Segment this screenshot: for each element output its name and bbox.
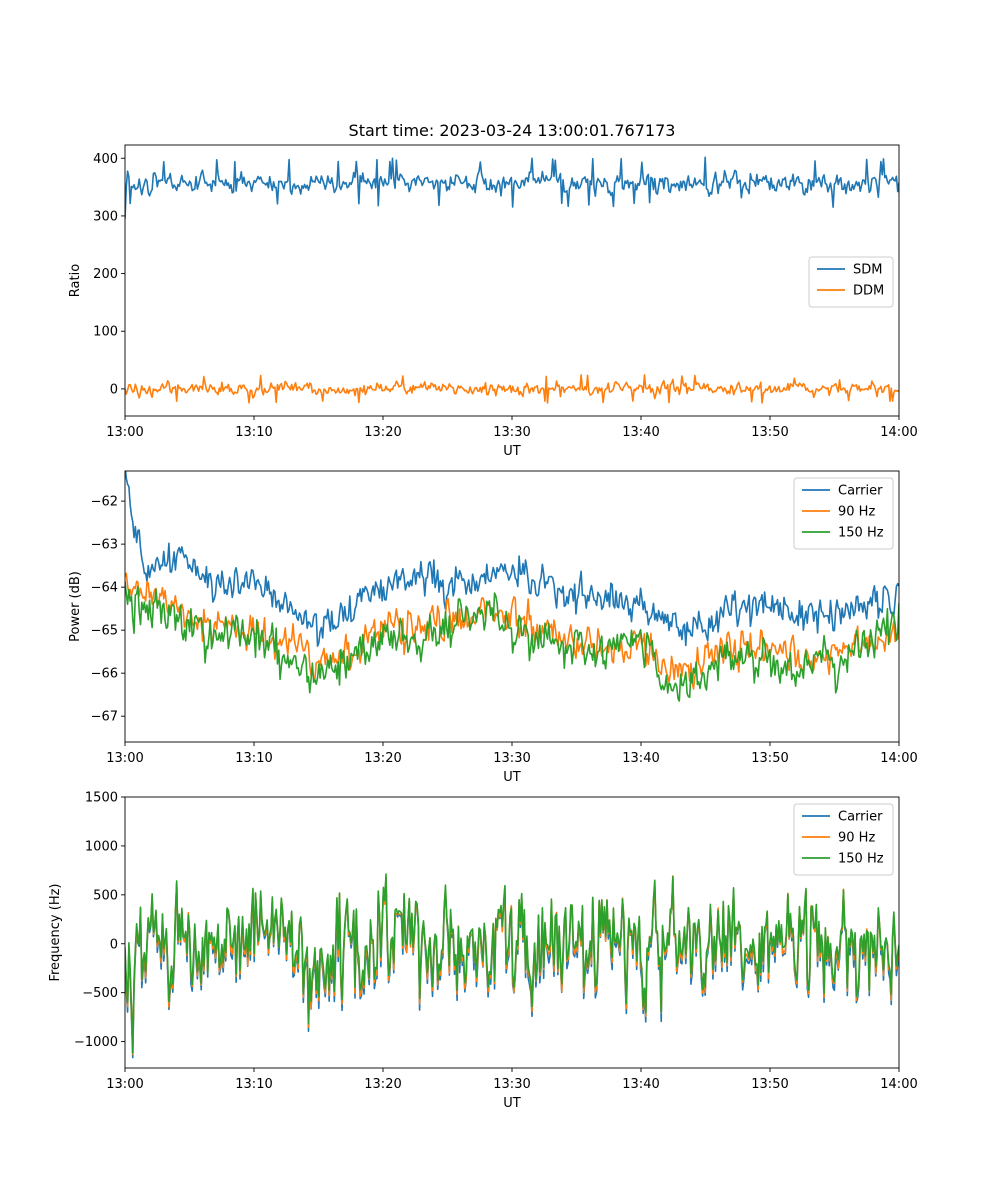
x-axis-label: UT	[503, 1096, 521, 1111]
series-line-ddm	[125, 374, 899, 404]
y-tick-label: −65	[91, 624, 118, 639]
y-tick-label: 1500	[85, 791, 118, 806]
legend-label: 90 Hz	[838, 831, 875, 846]
series-lines	[125, 471, 899, 702]
y-tick-label: −66	[91, 667, 118, 682]
legend-label: 150 Hz	[838, 852, 884, 867]
x-tick-label: 13:30	[493, 1077, 530, 1092]
legend-label: 90 Hz	[838, 505, 875, 520]
x-tick-label: 13:00	[106, 1077, 143, 1092]
y-tick-label: −62	[91, 495, 118, 510]
x-tick-label: 13:30	[493, 425, 530, 440]
y-tick-label: 0	[110, 382, 118, 397]
x-tick-label: 13:20	[364, 751, 401, 766]
x-tick-label: 13:40	[622, 1077, 659, 1092]
legend: SDM DDM	[808, 256, 894, 308]
y-tick-label: −67	[91, 710, 118, 725]
y-tick-label: 0	[110, 937, 118, 952]
x-tick-label: 13:20	[364, 1077, 401, 1092]
ratio-panel: 13:00 13:10 13:20 13:30 13:40 13:50 14:00 UT 0 10…	[68, 144, 918, 459]
y-tick-label: −64	[91, 581, 118, 596]
x-tick-label: 13:00	[106, 751, 143, 766]
series-line-carrier	[125, 471, 899, 647]
y-axis-label: Power (dB)	[68, 571, 83, 642]
frequency-panel: 13:00 13:10 13:20 13:30 13:40 13:50 14:00 UT −10…	[48, 791, 918, 1112]
x-tick-label: 13:10	[235, 425, 272, 440]
series-line-sdm	[125, 156, 899, 219]
x-axis-label: UT	[503, 770, 521, 785]
legend-label: Carrier	[838, 484, 883, 499]
series-line-150-hz	[125, 581, 899, 702]
power-panel: 13:00 13:10 13:20 13:30 13:40 13:50 14:00 UT −67…	[68, 470, 918, 785]
series-lines	[125, 156, 899, 404]
y-tick-label: −63	[91, 538, 118, 553]
x-tick-label: 13:20	[364, 425, 401, 440]
x-tick-label: 13:50	[751, 425, 788, 440]
x-tick-label: 13:40	[622, 751, 659, 766]
y-tick-label: 1000	[85, 839, 118, 854]
y-axis-label: Ratio	[68, 264, 83, 297]
y-axis-label: Frequency (Hz)	[48, 883, 63, 981]
y-tick-label: 300	[93, 209, 118, 224]
x-tick-label: 14:00	[880, 1077, 917, 1092]
y-tick-label: −1000	[74, 1035, 118, 1050]
x-tick-label: 13:10	[235, 751, 272, 766]
legend-label: Carrier	[838, 810, 883, 825]
legend-label: DDM	[853, 284, 884, 299]
y-tick-label: 400	[93, 152, 118, 167]
x-tick-label: 13:00	[106, 425, 143, 440]
y-tick-label: 100	[93, 325, 118, 340]
series-lines	[125, 873, 899, 1059]
legend: Carrier 90 Hz 150 Hz	[793, 803, 894, 876]
x-tick-label: 13:50	[751, 1077, 788, 1092]
legend: Carrier 90 Hz 150 Hz	[793, 477, 894, 550]
series-line-150-hz	[125, 873, 899, 1054]
x-tick-label: 13:10	[235, 1077, 272, 1092]
legend-label: SDM	[853, 263, 882, 278]
x-tick-label: 13:50	[751, 751, 788, 766]
figure-title: Start time: 2023-03-24 13:00:01.767173	[349, 121, 676, 140]
legend-label: 150 Hz	[838, 526, 884, 541]
y-tick-label: 200	[93, 267, 118, 282]
y-tick-label: 500	[93, 888, 118, 903]
x-axis-label: UT	[503, 444, 521, 459]
x-tick-label: 13:30	[493, 751, 530, 766]
x-tick-label: 14:00	[880, 751, 917, 766]
x-tick-label: 13:40	[622, 425, 659, 440]
y-tick-label: −500	[82, 986, 118, 1001]
x-tick-label: 14:00	[880, 425, 917, 440]
